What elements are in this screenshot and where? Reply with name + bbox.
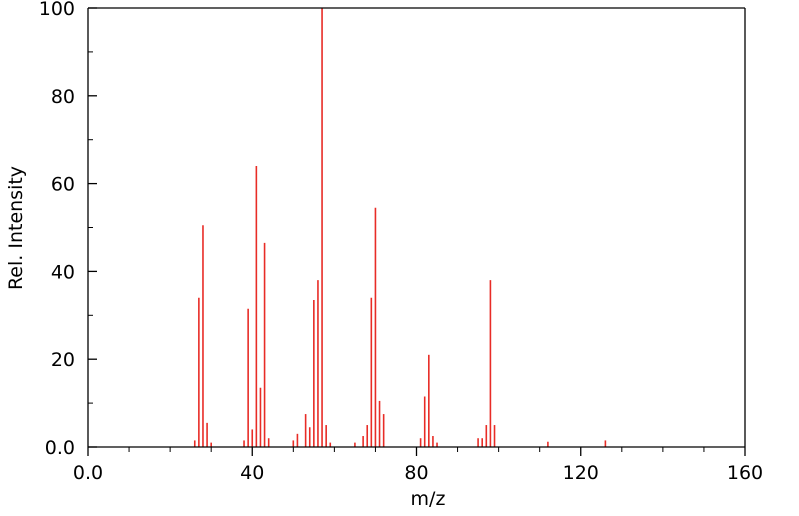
x-tick-label: 120 [563,462,599,484]
tick-labels-group: 0.0 20 40 60 80 100 0.0 40 80 120 160 [39,0,763,484]
x-tick-label: 160 [727,462,763,484]
peak-series [193,8,607,447]
y-tick-label: 0.0 [45,437,75,459]
y-tick-label: 100 [39,0,75,20]
axes-group [87,7,746,456]
y-tick-label: 80 [51,86,75,108]
x-tick-label: 0.0 [73,462,103,484]
y-tick-label: 20 [51,349,75,371]
y-tick-label: 60 [51,174,75,196]
y-axis-label: Rel. Intensity [5,166,27,290]
y-tick-label: 40 [51,261,75,283]
x-axis-label: m/z [411,488,446,510]
x-tick-label: 80 [404,462,428,484]
x-tick-label: 40 [240,462,264,484]
